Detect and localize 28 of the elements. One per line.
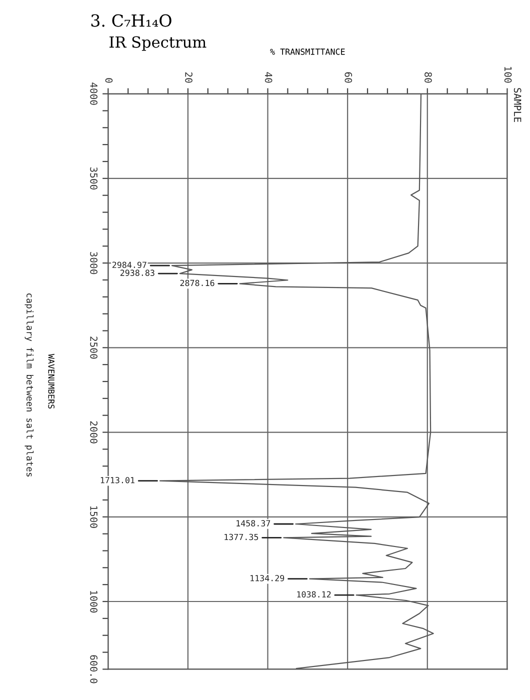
annotation: 2984.97 — [112, 262, 146, 268]
y-tick-label: 2000 — [90, 421, 98, 444]
y-axis-title: WAVENUMBERS — [48, 354, 54, 409]
annotation: 1458.37 — [236, 520, 270, 526]
y-tick-label: 2500 — [90, 336, 98, 359]
annotation: 2878.16 — [180, 280, 214, 286]
x-tick-label: 80 — [424, 72, 432, 83]
y-tick-label: 3000 — [90, 252, 98, 274]
annotation: 1713.01 — [100, 476, 134, 484]
text: capillary film between salt plates — [24, 293, 34, 477]
x-tick-label: 0 — [105, 78, 113, 83]
annotation: 1377.35 — [224, 534, 258, 540]
text: SAMPLE — [514, 88, 522, 122]
y-tick-label: 600.0 — [90, 655, 98, 684]
x-tick-label: 60 — [344, 72, 352, 83]
y-tick-label: 1500 — [90, 506, 98, 528]
y-tick-label: 1000 — [90, 590, 98, 613]
annotation: 1134.29 — [250, 574, 284, 582]
y-tick-label: 3500 — [90, 167, 98, 190]
chart-subtitle: IR Spectrum — [109, 36, 206, 51]
x-tick-label: 20 — [185, 72, 192, 83]
annotation: 2938.83 — [120, 270, 154, 276]
x-tick-label: 100 — [504, 66, 512, 83]
chart-title: 3. C₇H₁₄O — [91, 14, 172, 27]
x-axis-title: % TRANSMITTANCE — [270, 48, 345, 55]
x-tick-label: 40 — [264, 72, 272, 83]
y-tick-label: 4000 — [90, 82, 98, 105]
annotation: 1038.12 — [297, 591, 331, 598]
